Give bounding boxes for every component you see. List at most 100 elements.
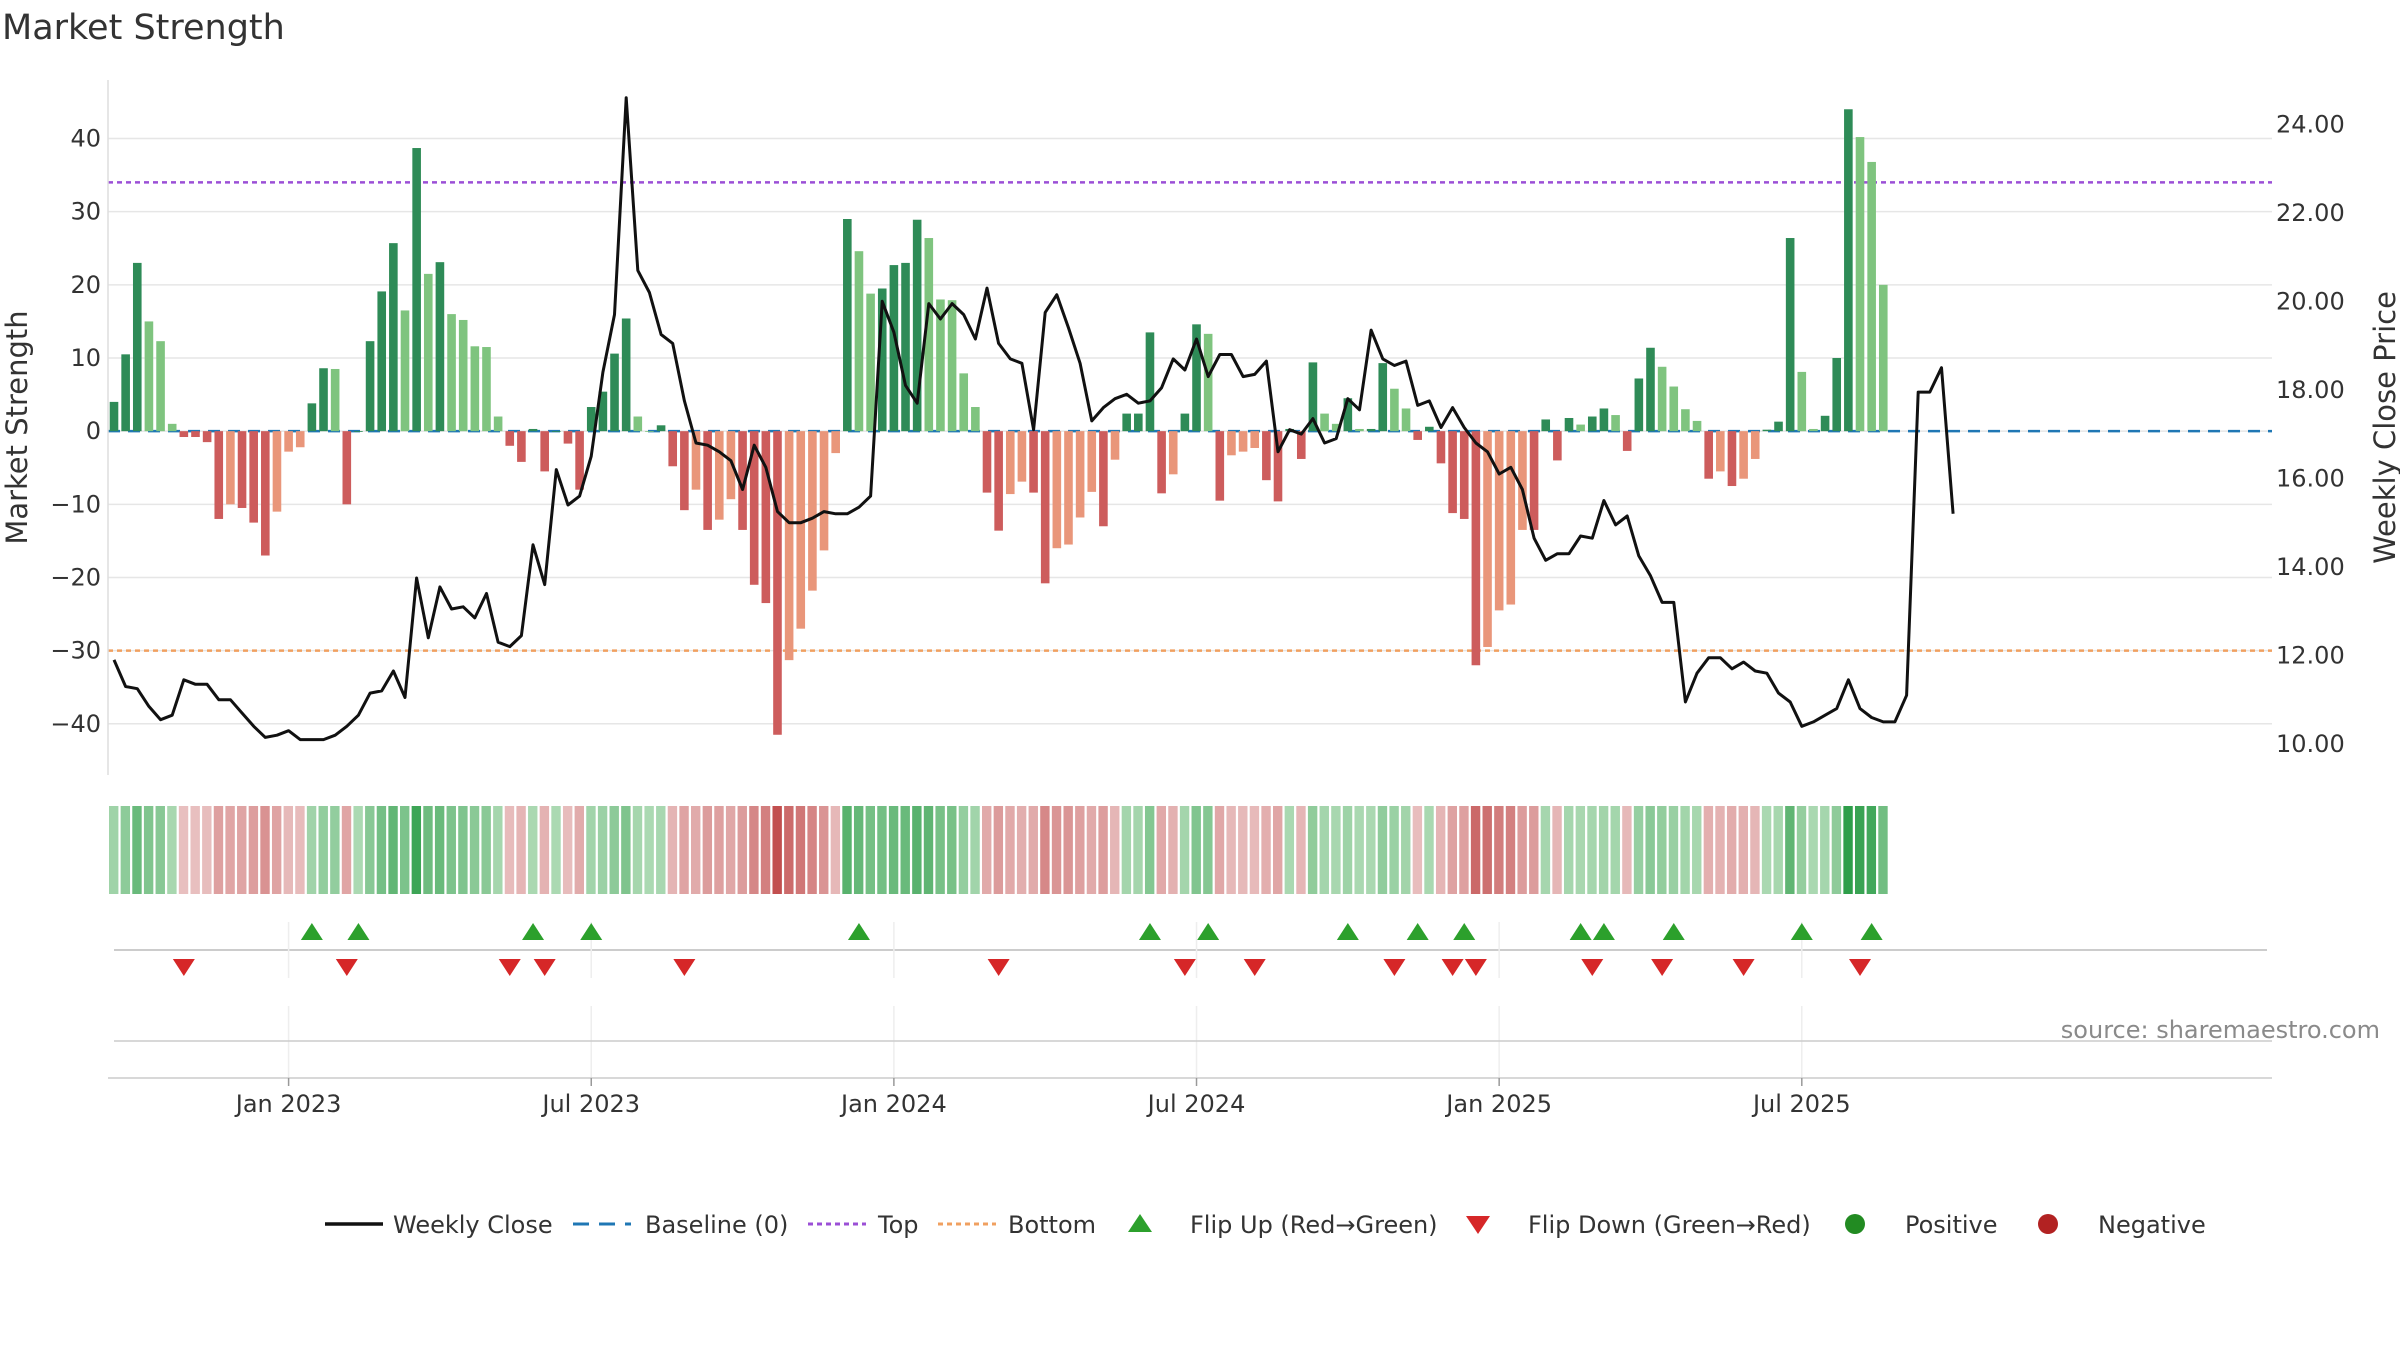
strength-bar <box>377 291 387 432</box>
heat-cell <box>830 806 841 894</box>
heat-cell <box>993 806 1004 894</box>
y-tick-label: 10 <box>70 344 101 372</box>
reference-lines <box>108 181 2272 652</box>
strength-bar <box>214 431 224 519</box>
heat-cell <box>1575 806 1586 894</box>
heat-cell <box>1470 806 1481 894</box>
legend-label: Baseline (0) <box>645 1211 788 1239</box>
strength-bar <box>167 423 177 432</box>
heat-cell <box>1354 806 1364 894</box>
strength-bar <box>1401 408 1411 432</box>
heat-cell <box>1214 806 1225 894</box>
heat-cell <box>539 806 550 894</box>
heat-cell <box>1598 806 1609 894</box>
heat-cell <box>202 806 212 894</box>
flip-down-marker <box>1732 959 1755 976</box>
heat-cell <box>632 806 643 894</box>
heat-cell <box>120 806 131 894</box>
strength-bar <box>1587 416 1597 432</box>
flip-up-marker <box>580 923 603 940</box>
flip-down-marker <box>1441 959 1464 976</box>
y-tick-label: 40 <box>70 125 101 153</box>
strength-bar <box>1878 284 1888 432</box>
strength-bar <box>1762 429 1772 432</box>
heat-cell <box>900 806 910 894</box>
heat-cell <box>1424 806 1434 894</box>
heat-cell <box>1459 806 1469 894</box>
strength-bar <box>132 262 142 432</box>
heat-cell <box>1435 806 1446 894</box>
y2-tick-label: 18.00 <box>2276 376 2345 404</box>
heat-cell <box>295 806 305 894</box>
heat-cell <box>842 806 852 894</box>
strength-bar <box>1506 431 1516 605</box>
heat-cell <box>819 806 829 894</box>
y2-tick-label: 16.00 <box>2276 464 2345 492</box>
heat-cell <box>411 806 422 894</box>
strength-bar <box>156 341 165 432</box>
strength-bar <box>1099 431 1108 527</box>
heat-cell <box>923 806 934 894</box>
strength-bar <box>563 431 573 444</box>
strength-bar <box>1390 388 1399 432</box>
strength-bar <box>598 391 608 432</box>
heat-cell <box>1587 806 1597 894</box>
heat-cell <box>434 806 445 894</box>
flip-down-marker <box>987 959 1010 976</box>
heat-cell <box>1261 806 1271 894</box>
y2-tick-label: 10.00 <box>2276 730 2345 758</box>
strength-bar <box>1553 431 1562 461</box>
strength-bar <box>773 431 782 735</box>
lower-panel: Jan 2023 Jul 2023 Jan 2024 Jul 2024 Jan 2025… <box>108 1006 2272 1118</box>
heat-cell <box>1296 806 1306 894</box>
strength-bar <box>342 431 352 505</box>
heat-cell <box>784 806 794 894</box>
heat-cell <box>1668 806 1679 894</box>
strength-bar <box>1157 431 1166 494</box>
x-tick-label: Jul 2025 <box>1751 1090 1851 1118</box>
flip-up-marker <box>522 923 545 940</box>
heat-cell <box>1284 806 1295 894</box>
heat-cell <box>481 806 491 894</box>
flip-up-marker <box>1138 923 1161 940</box>
heat-cell <box>1692 806 1702 894</box>
heat-cell <box>888 806 899 894</box>
strength-bar <box>1343 398 1353 432</box>
heat-cell <box>1191 806 1201 894</box>
heat-cell <box>1063 806 1073 894</box>
heat-cell <box>190 806 200 894</box>
strength-bar <box>1809 428 1818 432</box>
strength-bar <box>1192 324 1201 432</box>
strength-bar <box>330 368 340 432</box>
strength-bar <box>1168 431 1178 475</box>
strength-bar <box>1227 431 1236 456</box>
heat-cell <box>178 806 189 894</box>
legend-label: Bottom <box>1008 1211 1096 1239</box>
strength-bar <box>1774 421 1783 432</box>
legend-label: Flip Up (Red→Green) <box>1190 1211 1438 1239</box>
heat-cell <box>1820 806 1830 894</box>
heat-cell <box>504 806 515 894</box>
strength-bar <box>1075 431 1085 518</box>
strength-bar <box>1180 413 1190 432</box>
heat-cell <box>225 806 235 894</box>
heat-cell <box>1494 806 1504 894</box>
strength-bar <box>191 431 200 438</box>
legend-label: Weekly Close <box>393 1211 553 1239</box>
legend-label: Positive <box>1905 1211 1998 1239</box>
strength-bar <box>808 431 817 591</box>
strength-bar <box>1797 371 1807 432</box>
strength-bar <box>435 262 445 432</box>
strength-bar <box>691 431 701 490</box>
strength-bar <box>1541 419 1551 432</box>
heat-cell <box>691 806 701 894</box>
y-tick-label: 0 <box>86 417 101 445</box>
strength-bar <box>295 431 305 448</box>
strength-bar <box>423 273 433 432</box>
heat-cell <box>562 806 573 894</box>
x-tick-label: Jul 2024 <box>1146 1090 1246 1118</box>
flip-markers <box>114 922 2267 978</box>
strength-bar <box>237 431 247 508</box>
y-tick-label: −30 <box>50 637 101 665</box>
y-tick-label: 20 <box>70 271 101 299</box>
